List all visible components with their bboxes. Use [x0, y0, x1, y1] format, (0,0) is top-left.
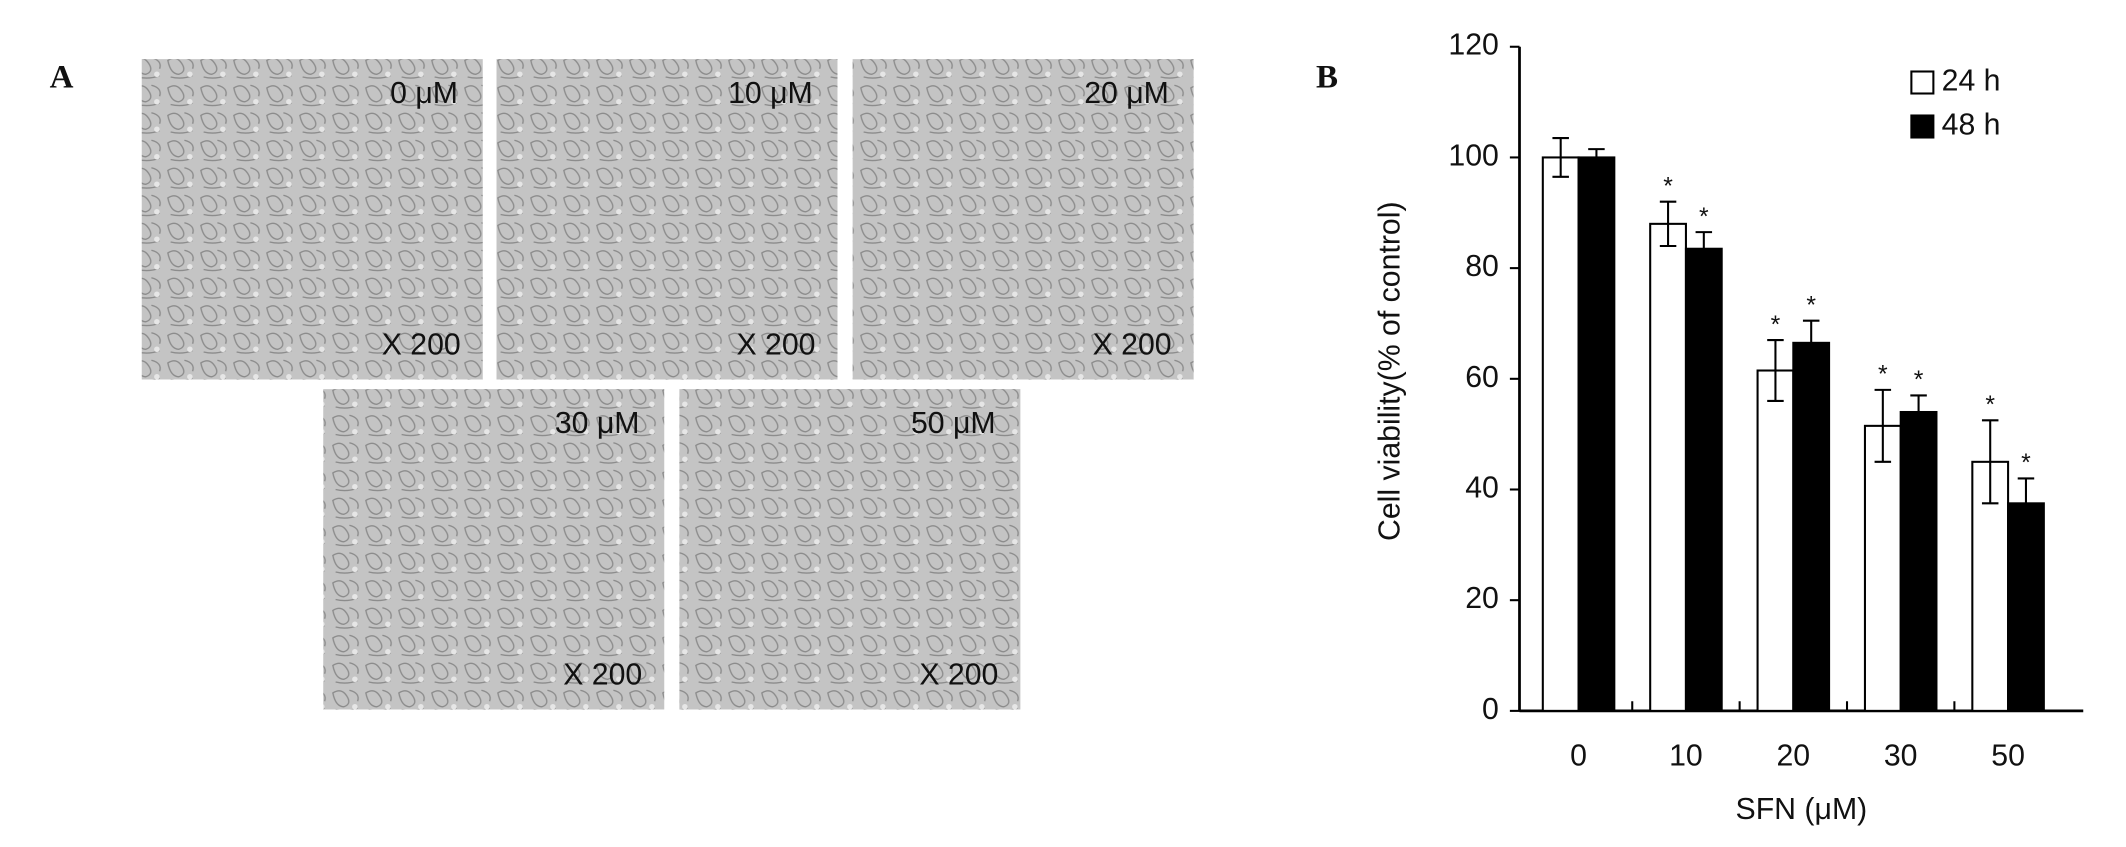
x-tick-label: 0	[1570, 740, 1587, 773]
concentration-label: 50 μM	[911, 407, 996, 440]
magnification-label: X 200	[736, 328, 815, 361]
concentration-label: 30 μM	[555, 407, 640, 440]
panel-label: B	[1316, 59, 1338, 95]
bar	[1899, 410, 1938, 712]
legend-label: 24 h	[1942, 64, 2001, 97]
bar	[2007, 502, 2045, 712]
magnification-label: X 200	[382, 328, 461, 361]
magnification-label: X 200	[563, 658, 642, 691]
y-tick-label: 20	[1465, 582, 1499, 615]
significance-label: *	[1806, 292, 1816, 319]
micrograph	[496, 59, 838, 380]
bar	[1863, 424, 1902, 712]
micrograph	[323, 389, 665, 710]
y-tick-label: 80	[1465, 250, 1499, 283]
legend-label: 48 h	[1942, 108, 2001, 141]
bar	[1684, 247, 1723, 712]
y-axis-title: Cell viability(% of control)	[1374, 201, 1407, 541]
micrograph	[852, 59, 1194, 380]
error-bar	[1910, 394, 1927, 430]
bar	[1756, 369, 1795, 712]
y-tick-label: 120	[1448, 29, 1498, 62]
error-bar	[1588, 148, 1605, 167]
bar	[1971, 460, 2010, 712]
error-bar	[1981, 419, 1999, 505]
concentration-label: 10 μM	[728, 77, 813, 110]
micrograph	[679, 389, 1021, 710]
bar	[1649, 222, 1687, 712]
bar	[1792, 341, 1831, 712]
error-bar	[1695, 231, 1713, 267]
significance-label: *	[1985, 392, 1995, 419]
y-tick-label: 100	[1448, 139, 1498, 172]
error-bar	[1552, 137, 1569, 178]
bar	[1541, 156, 1580, 712]
concentration-label: 0 μM	[390, 77, 458, 110]
significance-label: *	[1878, 362, 1888, 389]
x-tick-label: 20	[1776, 740, 1810, 773]
micrograph	[141, 59, 483, 380]
legend-swatch	[1910, 70, 1935, 95]
significance-label: *	[1914, 367, 1924, 394]
y-tick-label: 40	[1465, 471, 1499, 504]
error-bar	[1802, 319, 1820, 367]
legend-swatch	[1910, 114, 1935, 139]
bar	[1577, 156, 1616, 712]
micrographs: 0 μM X 200 10 μM X 200 20 μM X 200 30 μM X 200 5…	[141, 59, 1194, 710]
x-tick-label: 50	[1991, 740, 2025, 773]
bar-chart: 0 20 40 60 80 100 120 0 10 * * 20 * * 30 * * 50 * * 24 h 48 h	[1448, 29, 2084, 773]
magnification-label: X 200	[1093, 328, 1172, 361]
x-tick-label: 30	[1884, 740, 1918, 773]
panel-label: A	[50, 59, 74, 95]
significance-label: *	[2021, 450, 2031, 477]
magnification-label: X 200	[919, 658, 998, 691]
x-tick-label: 10	[1669, 740, 1703, 773]
y-tick-label: 60	[1465, 361, 1499, 394]
error-bar	[2017, 477, 2035, 530]
significance-label: *	[1663, 173, 1673, 200]
error-bar	[1874, 388, 1892, 463]
significance-label: *	[1699, 204, 1709, 231]
concentration-label: 20 μM	[1084, 77, 1169, 110]
y-tick-label: 0	[1482, 693, 1499, 726]
x-axis-title: SFN (μM)	[1736, 793, 1868, 826]
significance-label: *	[1771, 312, 1781, 339]
error-bar	[1659, 200, 1677, 248]
error-bar	[1767, 339, 1784, 402]
